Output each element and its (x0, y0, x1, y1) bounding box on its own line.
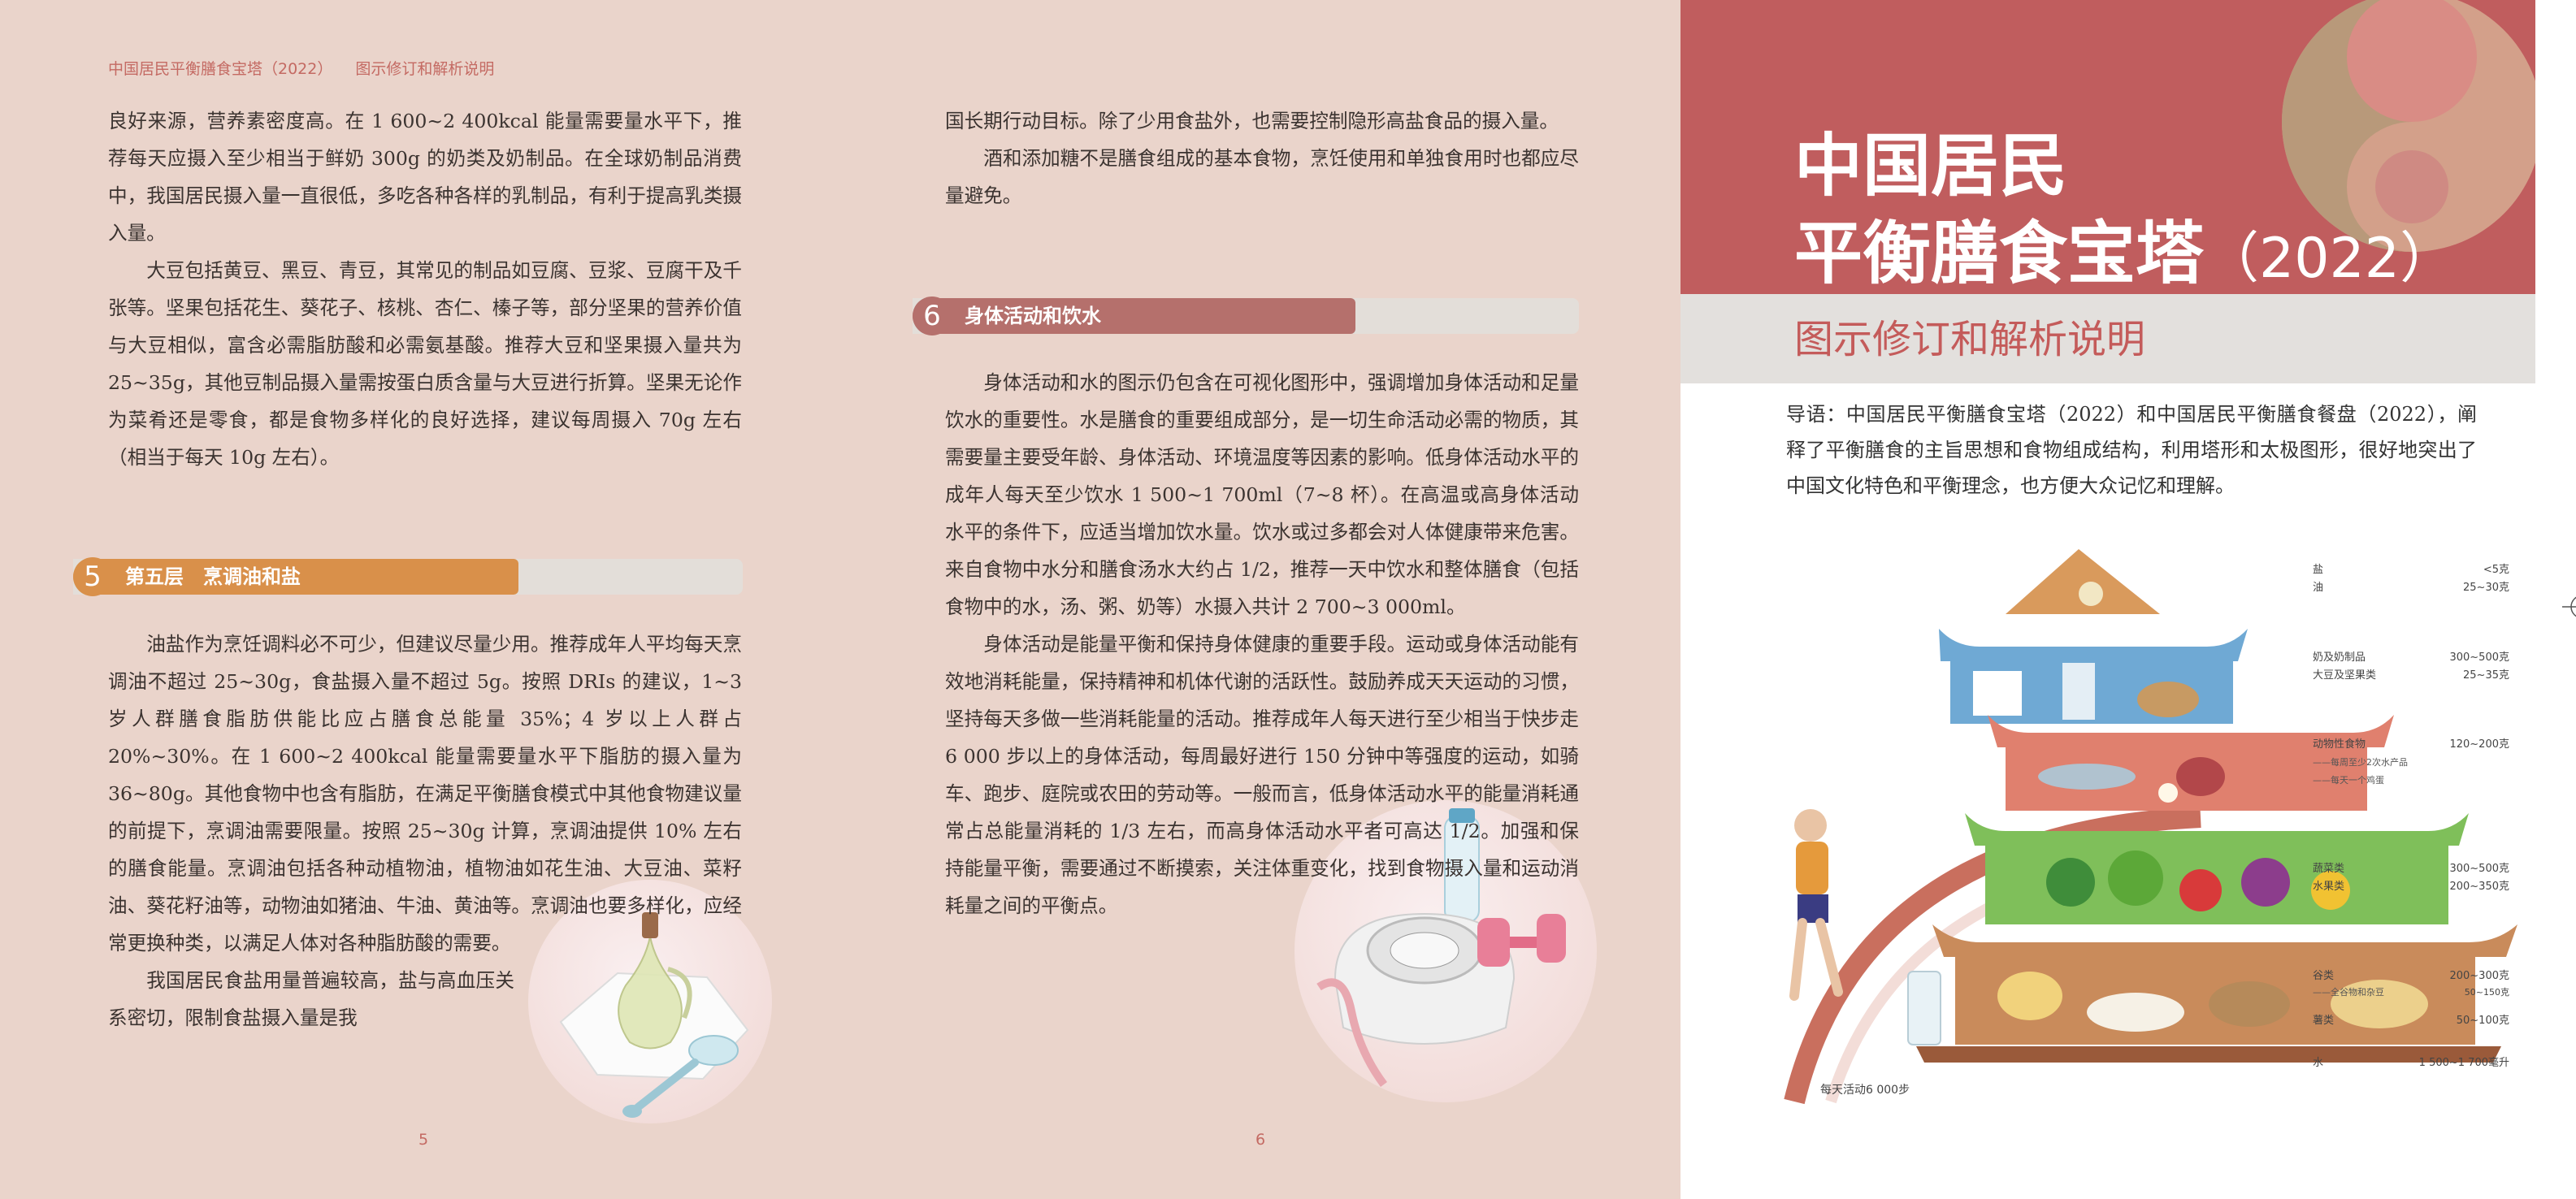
paragraph: 酒和添加糖不是膳食组成的基本食物，烹饪使用和单独食用时也都应尽量避免。 (945, 147, 1579, 207)
tier-label: 蔬菜类 (2313, 863, 2345, 875)
tier-value: 120~200克 (2449, 738, 2509, 751)
page-number: 5 (418, 1131, 429, 1149)
section-title: 第五层 烹调油和盐 (125, 565, 301, 588)
section-heading-fill (73, 559, 518, 595)
tier-value: 1 500~1 700毫升 (2418, 1057, 2509, 1069)
tier-value: 300~500克 (2449, 863, 2509, 875)
tier-sub-label: ——每天一个鸡蛋 (2313, 775, 2384, 786)
paragraph: 国长期行动目标。除了少用食盐外，也需要控制隐形高盐食品的摄入量。 (945, 110, 1559, 132)
food-pagoda-illustration (1784, 549, 2517, 1105)
running-header: 中国居民平衡膳食宝塔（2022） 图示修订和解析说明 (108, 57, 517, 79)
body-text-bottom: 油盐作为烹饪调料必不可少，但建议尽量少用。推荐成年人平均每天烹调油不超过 25~… (108, 625, 742, 1037)
paragraph: 我国居民食盐用量普遍较高，盐与高血压关系密切，限制食盐摄入量是我 (108, 969, 514, 1029)
tier-label: 谷类 (2313, 970, 2335, 982)
paragraph: 大豆包括黄豆、黑豆、青豆，其常见的制品如豆腐、豆浆、豆腐干及千张等。坚果包括花生… (108, 259, 742, 469)
section-heading-fill (913, 298, 1355, 334)
tier-label: 油 (2313, 582, 2324, 594)
cover-title: 中国居民 平衡膳食宝塔（2022） (1794, 122, 2455, 294)
tier-label: 水果类 (2313, 881, 2345, 893)
section-6-heading: 6 身体活动和饮水 (913, 297, 1579, 335)
tier-value: 200~350克 (2449, 881, 2509, 893)
book-subtitle: 图示修订和解析说明 (355, 60, 495, 78)
section-5-heading: 5 第五层 烹调油和盐 (73, 557, 743, 596)
body-text-bottom: 身体活动和水的图示仍包含在可视化图形中，强调增加身体活动和足量饮水的重要性。水是… (945, 364, 1579, 924)
cover-title-main: 平衡膳食宝塔 (1794, 214, 2205, 293)
tier-value: 25~30克 (2463, 582, 2509, 594)
oil-bottle-illustration (559, 912, 749, 1118)
taiji-decoration (2282, 0, 2535, 252)
cover-subtitle: 图示修订和解析说明 (1794, 317, 2146, 362)
tier-value: 50~150克 (2464, 987, 2509, 998)
paragraph: 身体活动是能量平衡和保持身体健康的重要手段。运动或身体活动能有效地消耗能量，保持… (945, 633, 1579, 917)
tier-value: 300~500克 (2449, 651, 2509, 664)
page-6: 国长期行动目标。除了少用食盐外，也需要控制隐形高盐食品的摄入量。 酒和添加糖不是… (837, 0, 1680, 1199)
tier-value: 200~300克 (2449, 970, 2509, 982)
subtitle-band (1680, 294, 2535, 383)
page-5: 中国居民平衡膳食宝塔（2022） 图示修订和解析说明 良好来源，营养素密度高。在 … (0, 0, 837, 1199)
tier-label: 水 (2313, 1057, 2324, 1069)
paragraph: 良好来源，营养素密度高。在 1 600~2 400kcal 能量需要量水平下，推… (108, 110, 742, 245)
cover-page: 中国居民 平衡膳食宝塔（2022） 图示修订和解析说明 导语：中国居民平衡膳食宝… (1680, 0, 2576, 1199)
tier-value: 50~100克 (2456, 1015, 2509, 1027)
paragraph: 油盐作为烹饪调料必不可少，但建议尽量少用。推荐成年人平均每天烹调油不超过 25~… (108, 633, 742, 954)
tier-sub-label: ——全谷物和杂豆 (2313, 987, 2384, 998)
book-title: 中国居民平衡膳食宝塔（2022） (108, 60, 333, 78)
intro-text: 导语：中国居民平衡膳食宝塔（2022）和中国居民平衡膳食餐盘（2022），阐释了… (1786, 403, 2477, 497)
scale-and-dumbbell-photo (1295, 800, 1597, 1102)
body-text-top: 国长期行动目标。除了少用食盐外，也需要控制隐形高盐食品的摄入量。 酒和添加糖不是… (945, 102, 1579, 214)
scale-illustration (1316, 808, 1566, 1087)
tier-label: 动物性食物 (2313, 738, 2366, 751)
cover-title-line2: 平衡膳食宝塔（2022） (1794, 210, 2455, 294)
tier-value: 25~35克 (2463, 669, 2509, 682)
body-text-top: 良好来源，营养素密度高。在 1 600~2 400kcal 能量需要量水平下，推… (108, 102, 742, 476)
cover-banner: 中国居民 平衡膳食宝塔（2022） (1680, 0, 2535, 294)
steps-label: 每天活动6 000步 (1820, 1084, 1910, 1097)
section-number: 6 (913, 297, 952, 335)
tier-label: 大豆及坚果类 (2313, 669, 2377, 682)
tier-value: <5克 (2483, 564, 2509, 576)
tier-label: 盐 (2313, 564, 2324, 576)
section-title: 身体活动和饮水 (965, 305, 1101, 327)
tier-label: 薯类 (2313, 1015, 2335, 1027)
section-number: 5 (73, 557, 112, 596)
registration-mark-icon (2562, 596, 2576, 617)
tier-sub-label: ——每周至少2次水产品 (2313, 757, 2408, 768)
paragraph: 身体活动和水的图示仍包含在可视化图形中，强调增加身体活动和足量饮水的重要性。水是… (945, 371, 1579, 618)
tier-label: 奶及奶制品 (2313, 651, 2366, 664)
cover-title-year: （2022） (2204, 227, 2456, 291)
oil-and-salt-photo (528, 880, 772, 1123)
cover-title-line1: 中国居民 (1794, 126, 2068, 206)
page-number: 6 (1255, 1131, 1266, 1149)
